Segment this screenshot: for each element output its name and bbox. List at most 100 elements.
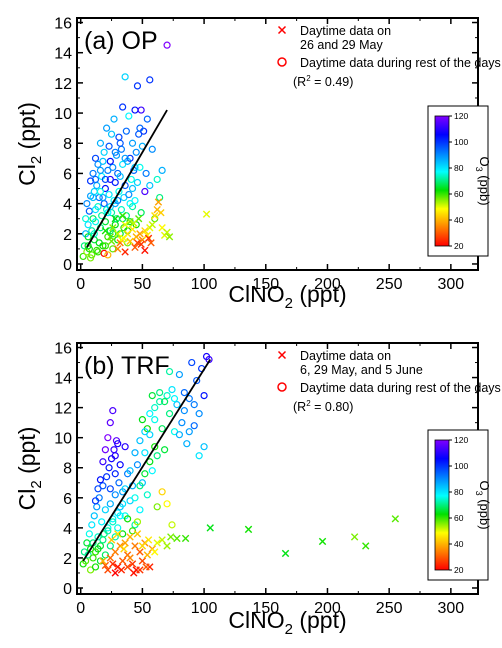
circle-point: [121, 154, 129, 162]
circle-point: [133, 518, 142, 526]
circle-point: [84, 242, 92, 250]
circle-point: [119, 530, 127, 538]
circle-point: [183, 440, 191, 448]
cross-stroke: [151, 211, 159, 220]
circle-point: [131, 449, 139, 457]
x-axis-label: ClNO2 (ppt): [228, 607, 346, 638]
circle-point: [105, 142, 113, 150]
cross-stroke: [281, 549, 290, 558]
x-axis-label: ClNO2 (ppt): [228, 281, 346, 312]
y-tick-label: 0: [63, 581, 72, 598]
circle-point: [200, 392, 208, 400]
panel-label: (b) TRF: [84, 352, 170, 380]
cross-stroke: [163, 542, 171, 550]
cross-stroke: [138, 557, 147, 565]
cross-point: [206, 524, 214, 532]
cross-stroke: [277, 25, 287, 35]
cross-point: [137, 240, 145, 249]
cross-point: [131, 243, 139, 252]
cross-stroke: [114, 530, 122, 538]
circle-point: [91, 497, 100, 505]
r-squared-rest: = 0.49): [311, 75, 354, 89]
circle-point: [117, 145, 126, 153]
circle-point: [141, 428, 149, 436]
circle-point: [190, 401, 198, 409]
circle-point: [185, 428, 193, 436]
y-tick-label: 8: [63, 461, 72, 478]
cross-point: [147, 239, 155, 247]
cross-point: [121, 539, 129, 547]
r-squared-sup: 2: [306, 74, 311, 83]
circle-point: [85, 530, 93, 538]
legend-circle-text: Daytime data during rest of the days: [300, 381, 501, 395]
circle-point: [141, 449, 149, 457]
regression-line: [82, 359, 212, 562]
circle-point: [121, 73, 129, 81]
colorbar-tick-label: 100: [454, 137, 468, 147]
circle-point: [101, 446, 109, 454]
circle-point: [100, 200, 108, 208]
cross-stroke: [121, 248, 129, 256]
cross-point: [362, 542, 370, 550]
circle-point: [106, 419, 114, 427]
cross-stroke: [121, 221, 129, 229]
cross-stroke: [136, 566, 144, 574]
circle-point: [114, 440, 122, 448]
circle-point: [116, 172, 124, 181]
cross-point: [141, 246, 149, 255]
y-tick-label: 6: [63, 166, 72, 183]
colorbar-tick-label: 60: [454, 513, 464, 523]
cross-point: [144, 234, 153, 243]
cross-stroke: [120, 234, 128, 243]
circle-point: [105, 190, 113, 199]
circle-point: [90, 512, 98, 520]
circle-point: [136, 163, 144, 171]
circle-point: [114, 524, 122, 532]
circle-point: [111, 491, 119, 499]
x-tick-label: 150: [252, 600, 279, 617]
circle-point: [153, 503, 161, 511]
cross-point: [121, 248, 129, 256]
y-axis-label-main: Cl: [14, 164, 40, 186]
cross-stroke: [104, 566, 112, 574]
cross-stroke: [153, 539, 161, 547]
circle-point: [82, 215, 90, 223]
circle-point: [132, 148, 140, 156]
cross-stroke: [109, 224, 117, 232]
circle-point: [161, 398, 169, 406]
legend-circle-marker: [277, 57, 287, 67]
x-tick-label: 300: [438, 276, 465, 293]
cross-point: [104, 566, 112, 574]
circle-point: [110, 446, 118, 454]
cross-stroke: [147, 239, 155, 247]
cross-stroke: [136, 230, 144, 238]
circle-point: [125, 112, 133, 120]
cross-point: [111, 548, 119, 556]
circle-point: [136, 506, 144, 514]
circle-point: [85, 207, 93, 215]
y-tick-label: 16: [54, 341, 72, 358]
x-axis-label-main: ClNO: [228, 281, 284, 307]
circle-point: [173, 401, 181, 409]
legend-circle-text: Daytime data during rest of the days: [300, 56, 501, 70]
cross-stroke: [143, 231, 152, 239]
circle-point: [89, 554, 97, 562]
circle-point: [128, 139, 137, 147]
y-tick-label: 10: [54, 106, 72, 123]
cross-point: [244, 525, 253, 534]
circle-point: [79, 252, 87, 261]
cross-stroke: [118, 211, 127, 220]
circle-point: [188, 358, 196, 367]
cross-point: [107, 536, 116, 544]
circle-point: [99, 157, 107, 165]
circle-point: [165, 367, 174, 376]
circle-point: [103, 473, 111, 481]
y-axis-label: Cl2 (ppt): [14, 427, 45, 511]
circle-point: [158, 488, 166, 496]
circle-point: [105, 464, 113, 472]
cross-stroke: [144, 536, 153, 544]
cross-stroke: [136, 548, 144, 556]
cross-stroke: [151, 548, 159, 556]
circle-point: [89, 169, 97, 178]
